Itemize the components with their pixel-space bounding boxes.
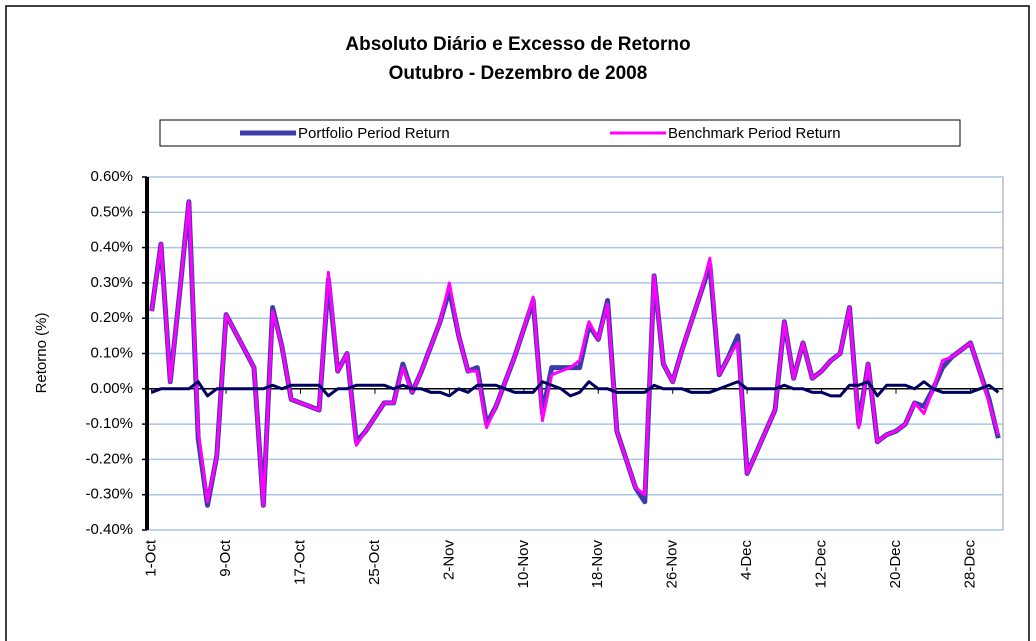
y-tick-label: 0.20% [90, 309, 133, 326]
legend-label: Benchmark Period Return [668, 125, 841, 142]
y-tick-label: 0.00% [90, 380, 133, 397]
x-tick-label: 26-Nov [664, 540, 681, 589]
y-axis-label: Retorno (%) [33, 313, 50, 394]
y-tick-label: 0.10% [90, 344, 133, 361]
chart-subtitle: Outubro - Dezembro de 2008 [389, 63, 648, 84]
y-tick-label: 0.40% [90, 239, 133, 256]
series-line [150, 200, 1000, 507]
x-tick-label: 10-Nov [515, 540, 532, 589]
x-tick-label: 9-Oct [217, 539, 234, 577]
y-tick-label: -0.10% [85, 415, 133, 432]
x-tick-label: 25-Oct [366, 539, 383, 585]
y-tick-label: 0.50% [90, 203, 133, 220]
legend-label: Portfolio Period Return [298, 125, 450, 142]
y-tick-label: -0.30% [85, 486, 133, 503]
chart-title: Absoluto Diário e Excesso de Retorno [345, 34, 690, 55]
series-line [151, 380, 1000, 398]
x-tick-label: 1-Oct [143, 539, 160, 577]
x-tick-label: 4-Dec [738, 540, 755, 581]
x-tick-label: 18-Nov [589, 540, 606, 589]
y-tick-label: -0.40% [85, 521, 133, 538]
x-tick-label: 20-Dec [887, 540, 904, 589]
y-tick-label: 0.60% [90, 168, 133, 185]
x-tick-label: 28-Dec [961, 540, 978, 589]
x-tick-label: 17-Oct [291, 539, 308, 585]
y-tick-label: 0.30% [90, 274, 133, 291]
x-tick-label: 2-Nov [440, 540, 457, 581]
x-tick-label: 12-Dec [813, 540, 830, 589]
y-tick-label: -0.20% [85, 450, 133, 467]
